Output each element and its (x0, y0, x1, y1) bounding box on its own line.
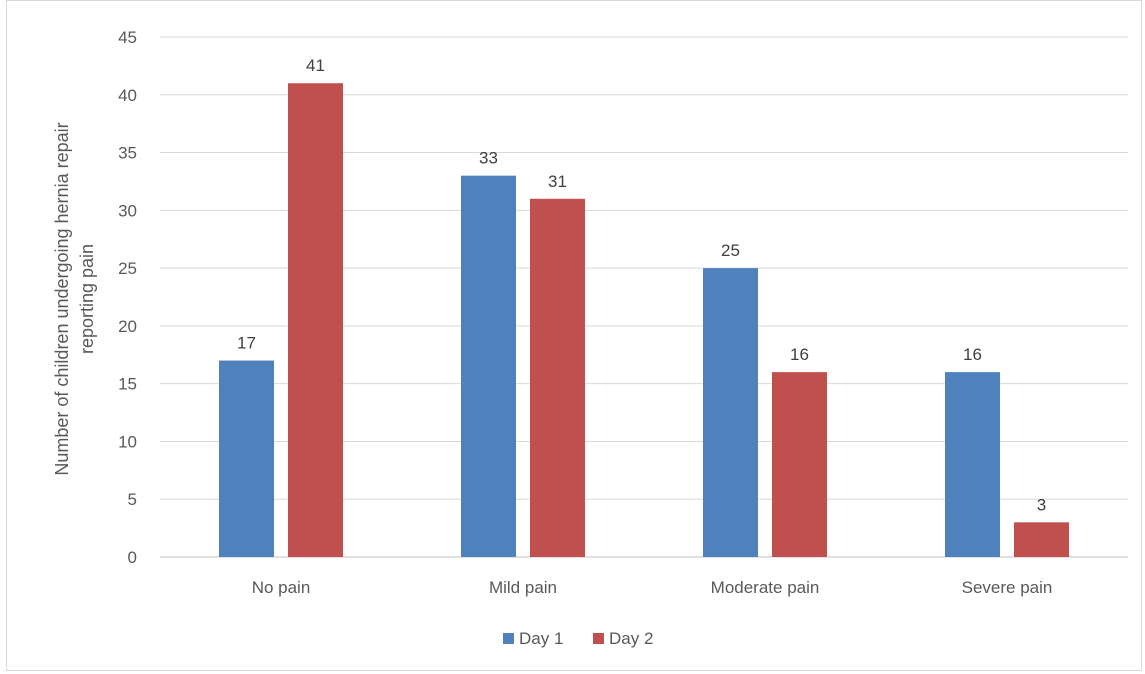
bar (945, 372, 1000, 557)
x-category-label: Moderate pain (711, 578, 820, 597)
y-axis-ticks: 0 5 10 15 20 25 30 35 40 45 (118, 28, 137, 567)
x-category-label: No pain (252, 578, 311, 597)
bar (530, 198, 585, 557)
data-label: 31 (548, 172, 567, 191)
data-label: 33 (479, 149, 498, 168)
x-category-label: Severe pain (962, 578, 1053, 597)
y-tick-label: 25 (118, 259, 137, 278)
y-tick-label: 15 (118, 375, 137, 394)
data-label: 25 (721, 241, 740, 260)
y-tick-label: 10 (118, 432, 137, 451)
data-label: 17 (237, 334, 256, 353)
y-tick-label: 40 (118, 86, 137, 105)
data-label: 16 (963, 345, 982, 364)
data-label: 3 (1037, 495, 1046, 514)
y-tick-label: 35 (118, 144, 137, 163)
legend-label: Day 2 (609, 629, 653, 648)
bars (219, 83, 1069, 557)
y-axis-title-line-2: reporting pain (77, 244, 97, 354)
bar (288, 83, 343, 557)
legend-swatch (593, 633, 604, 644)
data-labels: 17 41 33 31 25 16 16 3 (237, 56, 1046, 514)
legend: Day 1 Day 2 (503, 629, 653, 648)
x-axis-categories: No pain Mild pain Moderate pain Severe pain (252, 578, 1053, 597)
data-label: 16 (790, 345, 809, 364)
bar (1014, 522, 1069, 557)
y-tick-label: 45 (118, 28, 137, 47)
y-tick-label: 30 (118, 201, 137, 220)
bar (219, 360, 274, 557)
y-axis-title: Number of children undergoing hernia rep… (52, 122, 97, 475)
bar (461, 175, 516, 557)
y-tick-label: 5 (128, 490, 137, 509)
y-axis-title-line-1: Number of children undergoing hernia rep… (52, 122, 72, 475)
legend-swatch (503, 633, 514, 644)
bar (703, 268, 758, 557)
bar (772, 372, 827, 557)
y-tick-label: 20 (118, 317, 137, 336)
x-category-label: Mild pain (489, 578, 557, 597)
legend-label: Day 1 (519, 629, 563, 648)
y-tick-label: 0 (128, 548, 137, 567)
data-label: 41 (306, 56, 325, 75)
